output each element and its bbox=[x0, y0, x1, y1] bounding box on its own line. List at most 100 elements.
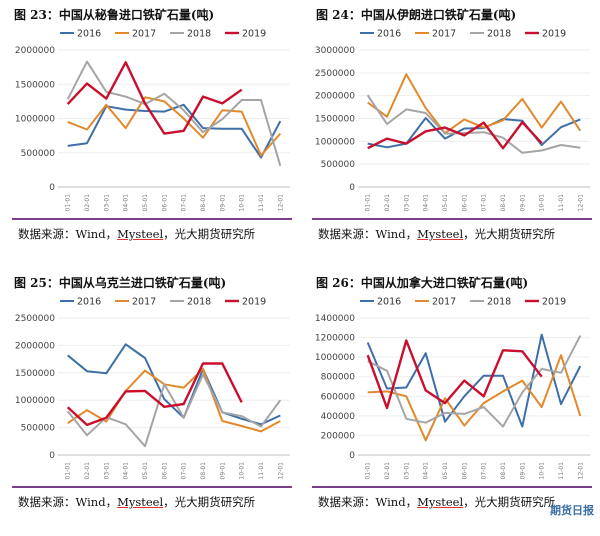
chart-panel-peru: 图 23：中国从秘鲁进口铁矿石量(吨) 2016 2017 2018 2019 0 500… bbox=[0, 0, 300, 268]
x-tick-label: 05-01 bbox=[142, 462, 149, 480]
x-tick-label: 06-01 bbox=[461, 462, 468, 480]
series-line-2019 bbox=[366, 339, 543, 410]
series-line-2016 bbox=[67, 343, 281, 426]
source-suffix: ，光大期货研究所 bbox=[463, 227, 556, 241]
x-tick-label: 10-01 bbox=[539, 194, 546, 212]
source-prefix: 数据来源：Wind， bbox=[18, 227, 118, 241]
x-tick-label: 01-01 bbox=[65, 462, 72, 480]
x-tick-label: 09-01 bbox=[519, 194, 526, 212]
legend: 2016 2017 2018 2019 bbox=[360, 29, 566, 40]
line-chart: 2016 2017 2018 2019 0 200000 400000 600000 80000… bbox=[315, 297, 590, 480]
y-tick-label: 1000000 bbox=[315, 137, 355, 147]
source-suffix: ，光大期货研究所 bbox=[463, 495, 556, 509]
x-tick-label: 09-01 bbox=[219, 194, 226, 212]
source-note: 数据来源：Wind，Mysteel，光大期货研究所 bbox=[318, 494, 555, 510]
x-tick-label: 02-01 bbox=[84, 462, 91, 480]
legend-label-2016: 2016 bbox=[377, 297, 401, 308]
legend: 2016 2017 2018 2019 bbox=[60, 29, 266, 40]
y-tick-label: 0 bbox=[49, 451, 55, 461]
x-tick-label: 05-01 bbox=[442, 462, 449, 480]
x-tick-label: 04-01 bbox=[123, 462, 130, 480]
source-name: Mysteel bbox=[417, 495, 464, 509]
series-line-2018 bbox=[66, 373, 282, 448]
source-name: Mysteel bbox=[417, 227, 464, 241]
legend-label-2019: 2019 bbox=[542, 29, 566, 40]
x-tick-label: 02-01 bbox=[84, 194, 91, 212]
x-tick-label: 12-01 bbox=[277, 194, 284, 212]
chart-panel-iran: 图 24：中国从伊朗进口铁矿石量(吨) 2016 2017 2018 2019 0 500… bbox=[300, 0, 600, 268]
x-tick-label: 01-01 bbox=[65, 194, 72, 212]
series-line-2019 bbox=[367, 121, 543, 150]
source-suffix: ，光大期货研究所 bbox=[163, 227, 256, 241]
y-tick-label: 2500000 bbox=[315, 69, 355, 79]
divider bbox=[312, 486, 592, 488]
source-suffix: ，光大期货研究所 bbox=[163, 495, 256, 509]
x-tick-label: 11-01 bbox=[258, 194, 265, 212]
y-tick-label: 1500000 bbox=[315, 115, 355, 125]
y-tick-label: 2000000 bbox=[15, 46, 55, 56]
source-prefix: 数据来源：Wind， bbox=[18, 495, 118, 509]
divider bbox=[312, 218, 592, 220]
divider bbox=[12, 218, 292, 220]
x-tick-label: 10-01 bbox=[239, 194, 246, 212]
x-tick-label: 06-01 bbox=[161, 194, 168, 212]
source-prefix: 数据来源：Wind， bbox=[318, 495, 418, 509]
y-tick-label: 1000000 bbox=[15, 115, 55, 125]
x-tick-label: 03-01 bbox=[103, 194, 110, 212]
legend-label-2016: 2016 bbox=[377, 29, 401, 40]
y-tick-label: 1000000 bbox=[15, 396, 55, 406]
x-tick-label: 04-01 bbox=[423, 462, 430, 480]
y-tick-label: 1500000 bbox=[15, 80, 55, 90]
x-tick-label: 08-01 bbox=[500, 462, 507, 480]
x-tick-label: 07-01 bbox=[481, 462, 488, 480]
chart-panel-canada: 图 26：中国从加拿大进口铁矿石量(吨) 2016 2017 2018 2019 0 20… bbox=[300, 268, 600, 536]
chart-panel-ukraine: 图 25：中国从乌克兰进口铁矿石量(吨) 2016 2017 2018 2019 0 50… bbox=[0, 268, 300, 536]
x-tick-label: 12-01 bbox=[577, 194, 584, 212]
x-tick-label: 10-01 bbox=[539, 462, 546, 480]
legend-label-2019: 2019 bbox=[242, 297, 266, 308]
x-tick-label: 06-01 bbox=[161, 462, 168, 480]
legend-label-2017: 2017 bbox=[432, 29, 456, 40]
y-tick-label: 1000000 bbox=[315, 353, 355, 363]
x-tick-label: 12-01 bbox=[277, 462, 284, 480]
source-name: Mysteel bbox=[117, 227, 164, 241]
source-note: 数据来源：Wind，Mysteel，光大期货研究所 bbox=[18, 226, 255, 242]
x-tick-label: 11-01 bbox=[258, 462, 265, 480]
series-line-2018 bbox=[366, 94, 581, 154]
y-tick-label: 0 bbox=[349, 183, 355, 193]
x-tick-label: 12-01 bbox=[577, 462, 584, 480]
series-line-2018 bbox=[66, 60, 282, 167]
legend-label-2017: 2017 bbox=[432, 297, 456, 308]
y-tick-label: 200000 bbox=[321, 431, 356, 441]
chart-title: 图 23：中国从秘鲁进口铁矿石量(吨) bbox=[14, 8, 215, 22]
x-tick-label: 02-01 bbox=[384, 194, 391, 212]
y-tick-label: 400000 bbox=[321, 412, 356, 422]
y-tick-label: 2000000 bbox=[15, 341, 55, 351]
series-line-2017 bbox=[367, 354, 582, 442]
x-tick-label: 11-01 bbox=[558, 194, 565, 212]
x-tick-label: 01-01 bbox=[365, 194, 372, 212]
source-prefix: 数据来源：Wind， bbox=[318, 227, 418, 241]
y-tick-label: 1500000 bbox=[15, 369, 55, 379]
y-tick-label: 500000 bbox=[321, 160, 356, 170]
x-tick-label: 02-01 bbox=[384, 462, 391, 480]
line-chart: 2016 2017 2018 2019 0 500000 1000000 1500000 200… bbox=[315, 29, 590, 212]
legend: 2016 2017 2018 2019 bbox=[60, 297, 266, 308]
x-tick-label: 03-01 bbox=[103, 462, 110, 480]
line-chart: 2016 2017 2018 2019 0 500000 1000000 1500000 200… bbox=[15, 29, 290, 212]
y-tick-label: 0 bbox=[349, 451, 355, 461]
x-tick-label: 08-01 bbox=[200, 462, 207, 480]
source-note: 数据来源：Wind，Mysteel，光大期货研究所 bbox=[318, 226, 555, 242]
series-line-2016 bbox=[366, 333, 582, 428]
y-tick-label: 1200000 bbox=[315, 334, 355, 344]
chart-title: 图 26：中国从加拿大进口铁矿石量(吨) bbox=[316, 276, 529, 290]
x-tick-label: 04-01 bbox=[423, 194, 430, 212]
source-note: 数据来源：Wind，Mysteel，光大期货研究所 bbox=[18, 494, 255, 510]
series-line-2019 bbox=[66, 61, 243, 135]
x-tick-label: 11-01 bbox=[558, 462, 565, 480]
y-tick-label: 500000 bbox=[21, 424, 56, 434]
x-tick-label: 10-01 bbox=[239, 462, 246, 480]
x-tick-label: 05-01 bbox=[142, 194, 149, 212]
series-line-2018 bbox=[367, 335, 582, 428]
legend-label-2017: 2017 bbox=[132, 29, 156, 40]
